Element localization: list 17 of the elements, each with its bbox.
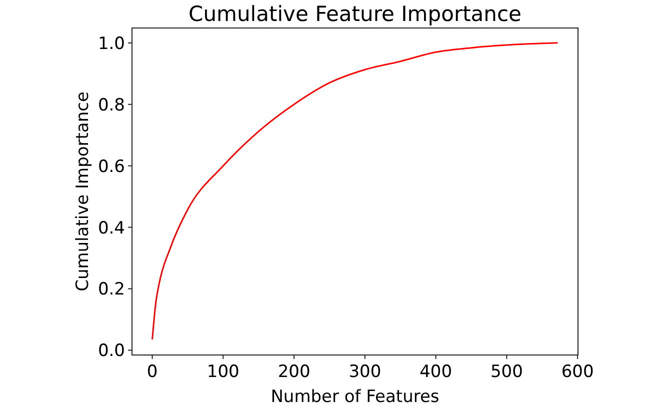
x-axis-title: Number of Features	[270, 387, 440, 407]
y-tick-label: 0.0	[98, 341, 125, 362]
x-tick-label: 200	[278, 362, 310, 382]
y-tick-label: 0.6	[98, 156, 125, 177]
y-tick-label: 0.4	[98, 218, 125, 238]
line-series	[152, 42, 558, 340]
y-tick-label: 0.2	[98, 280, 125, 300]
x-tick-label: 500	[490, 362, 523, 382]
y-tick-label: 0.8	[98, 95, 125, 116]
y-axis-title: Cumulative Importance	[73, 92, 93, 292]
x-tick-label: 300	[348, 362, 382, 382]
x-tick-label: 400	[420, 362, 452, 382]
x-tick-label: 100	[206, 362, 240, 382]
chart-title: Cumulative Feature Importance	[188, 2, 522, 26]
y-tick-label: 1.0	[98, 34, 125, 54]
x-tick-label: 600	[561, 362, 594, 382]
x-tick-label: 0	[146, 362, 158, 382]
